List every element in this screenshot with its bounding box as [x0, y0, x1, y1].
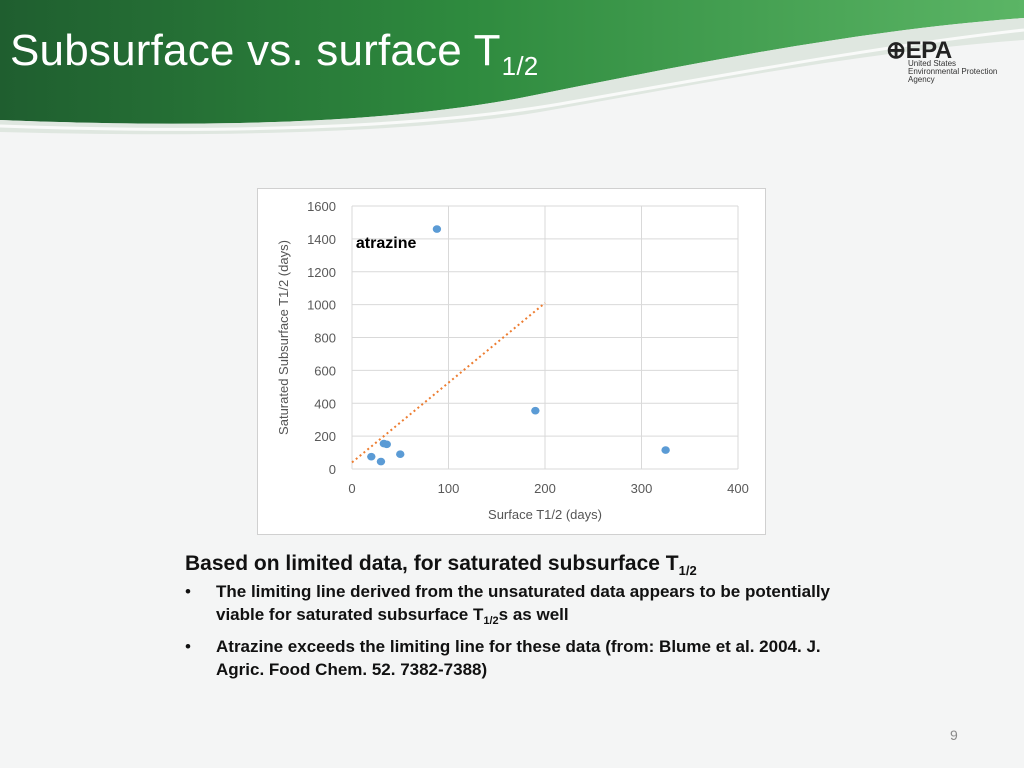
y-tick-label: 200 [314, 429, 336, 444]
data-point [382, 440, 391, 449]
y-tick-label: 600 [314, 363, 336, 378]
header-wave [0, 0, 1024, 135]
y-tick-label: 1200 [307, 265, 336, 280]
chart-gridlines [351, 205, 739, 470]
y-tick-label: 800 [314, 331, 336, 346]
bullet-1-text-a: The limiting line derived from the unsat… [216, 582, 830, 624]
scatter-chart: 0 200 400 600 800 1000 1200 1400 1600 0 100 200 300 4… [257, 188, 766, 535]
x-tick-label: 0 [348, 481, 355, 496]
slide-body: Based on limited data, for saturated sub… [185, 552, 845, 681]
trend-line [351, 302, 546, 464]
body-heading-subscript: 1/2 [678, 563, 697, 578]
y-tick-label: 400 [314, 396, 336, 411]
bullet-item-1: • The limiting line derived from the uns… [185, 580, 845, 633]
x-tick-label: 100 [438, 481, 460, 496]
chart-canvas: 0 200 400 600 800 1000 1200 1400 1600 0 100 200 300 4… [276, 199, 749, 522]
atrazine-annotation: atrazine [356, 235, 417, 252]
page-number: 9 [950, 727, 958, 743]
epa-logo-line2: Environmental Protection [908, 67, 998, 76]
data-point [367, 452, 376, 461]
slide-title-subscript: 1/2 [501, 51, 539, 81]
x-tick-label: 200 [534, 481, 556, 496]
y-tick-label: 1400 [307, 232, 336, 247]
chart-points [367, 225, 670, 466]
data-point [531, 406, 540, 415]
epa-logo-caption: United States Environmental Protection A… [908, 60, 997, 84]
epa-logo-line3: Agency [908, 75, 935, 84]
data-point [396, 450, 405, 459]
y-tick-label: 0 [329, 462, 336, 477]
x-tick-label: 300 [631, 481, 653, 496]
epa-logo: ⊕EPA United States Environmental Protect… [886, 36, 1010, 86]
body-heading-text: Based on limited data, for saturated sub… [185, 552, 679, 575]
y-axis-label: Saturated Subsurface T1/2 (days) [276, 240, 291, 435]
y-tick-label: 1600 [307, 199, 336, 214]
y-tick-label: 1000 [307, 298, 336, 313]
body-heading: Based on limited data, for saturated sub… [185, 552, 845, 578]
bullet-1-subscript: 1/2 [483, 615, 499, 627]
data-point [376, 457, 386, 466]
epa-logo-line1: United States [908, 59, 957, 68]
x-tick-label: 400 [727, 481, 749, 496]
bullet-1-text-b: s as well [498, 605, 569, 624]
epa-logo-text: EPA [905, 37, 953, 64]
bullet-item-2: • Atrazine exceeds the limiting line for… [185, 635, 845, 681]
slide-title: Subsurface vs. surface T1/2 [10, 26, 538, 82]
data-point [432, 225, 442, 233]
data-point [661, 446, 670, 454]
bullet-2-text: Atrazine exceeds the limiting line for t… [216, 637, 821, 679]
slide-title-main: Subsurface vs. surface T [10, 26, 501, 75]
header-banner: Subsurface vs. surface T1/2 ⊕EPA United … [0, 0, 1024, 140]
chart-tick-labels: 0 200 400 600 800 1000 1200 1400 1600 0 100 200 300 4… [307, 199, 749, 496]
epa-logo-mark: ⊕EPA [886, 37, 953, 64]
bullet-marker: • [185, 582, 191, 601]
bullet-marker: • [185, 637, 191, 656]
x-axis-label: Surface T1/2 (days) [488, 507, 602, 522]
